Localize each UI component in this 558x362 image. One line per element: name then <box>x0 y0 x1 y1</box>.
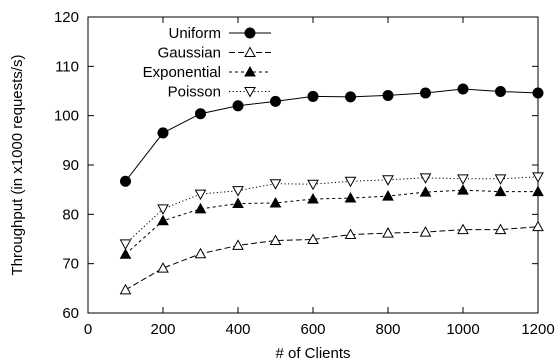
data-point-poisson <box>344 176 357 188</box>
data-point-exponential <box>494 185 507 197</box>
data-point-exponential <box>194 202 207 214</box>
data-point-gaussian <box>494 223 507 235</box>
series-line-gaussian <box>125 226 539 291</box>
data-point-poisson <box>269 179 282 190</box>
x-axis-label: # of Clients <box>275 345 350 362</box>
data-point-uniform <box>307 90 319 102</box>
x-tick-label: 0 <box>84 321 92 338</box>
x-tick-label: 600 <box>300 321 325 338</box>
data-point-gaussian <box>119 283 132 295</box>
legend-label-exponential: Exponential <box>143 64 221 81</box>
y-tick-label: 70 <box>62 256 79 273</box>
data-point-uniform <box>270 95 281 107</box>
legend-marker-gaussian <box>244 46 256 57</box>
data-point-poisson <box>119 239 132 250</box>
data-point-gaussian <box>419 226 432 237</box>
axis-ticks: 0 200 400 600 800 1000 1200 60 70 80 90 100 110 120 <box>54 9 555 338</box>
data-point-uniform <box>345 91 356 103</box>
data-point-exponential <box>269 196 282 208</box>
data-point-exponential <box>119 248 132 259</box>
series-line-uniform <box>125 88 539 182</box>
data-point-gaussian <box>307 233 319 244</box>
y-tick-label: 90 <box>62 157 79 174</box>
data-point-gaussian <box>344 228 357 240</box>
series-exponential <box>119 184 544 259</box>
data-point-exponential <box>232 197 244 208</box>
plot-frame <box>87 16 539 314</box>
x-tick-label: 800 <box>375 321 400 338</box>
data-point-poisson <box>419 173 432 184</box>
legend-label-uniform: Uniform <box>168 25 221 42</box>
data-point-uniform <box>532 87 544 99</box>
y-tick-label: 80 <box>62 206 79 223</box>
data-point-poisson <box>194 189 207 201</box>
data-point-uniform <box>157 127 169 139</box>
legend-label-poisson: Poisson <box>168 84 221 101</box>
y-axis-label: Throughput (in x1000 requests/s) <box>9 55 26 276</box>
data-point-exponential <box>419 186 432 197</box>
data-point-uniform <box>420 87 431 99</box>
data-point-uniform <box>120 175 131 187</box>
data-point-poisson <box>494 174 507 185</box>
data-point-poisson <box>232 186 244 197</box>
data-point-gaussian <box>532 220 544 232</box>
series-gaussian <box>119 220 544 295</box>
data-point-exponential <box>157 214 169 226</box>
legend-marker-exponential <box>244 65 256 77</box>
data-point-exponential <box>382 190 394 201</box>
data-point-poisson <box>157 204 169 215</box>
data-point-gaussian <box>157 262 169 273</box>
data-point-gaussian <box>457 223 469 235</box>
y-tick-label: 60 <box>62 305 79 322</box>
x-tick-label: 200 <box>150 321 175 338</box>
data-point-uniform <box>195 108 206 120</box>
data-point-exponential <box>532 185 544 197</box>
legend-label-gaussian: Gaussian <box>158 45 221 62</box>
data-point-gaussian <box>382 227 394 238</box>
data-point-uniform <box>382 89 394 101</box>
x-tick-label: 400 <box>225 321 250 338</box>
x-tick-label: 1000 <box>446 321 479 338</box>
data-point-poisson <box>457 174 469 185</box>
data-point-exponential <box>457 184 469 195</box>
series-poisson <box>119 172 544 250</box>
data-point-gaussian <box>232 239 244 250</box>
x-tick-label: 1200 <box>521 321 554 338</box>
data-point-exponential <box>344 192 357 203</box>
data-point-gaussian <box>269 234 282 245</box>
legend-marker-uniform <box>244 27 256 39</box>
y-tick-label: 100 <box>54 108 79 125</box>
legend: Uniform Gaussian Exponential Poisson <box>143 25 271 101</box>
series-line-exponential <box>125 189 538 255</box>
data-point-gaussian <box>194 247 207 259</box>
legend-marker-poisson <box>244 87 256 98</box>
y-tick-label: 120 <box>54 9 79 26</box>
y-tick-label: 110 <box>55 58 79 75</box>
series-line-poisson <box>125 176 539 245</box>
data-point-uniform <box>495 85 506 97</box>
data-point-uniform <box>457 83 469 95</box>
series-layer <box>119 83 544 295</box>
data-point-poisson <box>532 172 544 183</box>
data-point-uniform <box>232 100 244 112</box>
data-point-poisson <box>382 175 394 186</box>
series-uniform <box>120 83 544 187</box>
data-point-exponential <box>307 193 319 204</box>
data-point-poisson <box>307 179 319 191</box>
